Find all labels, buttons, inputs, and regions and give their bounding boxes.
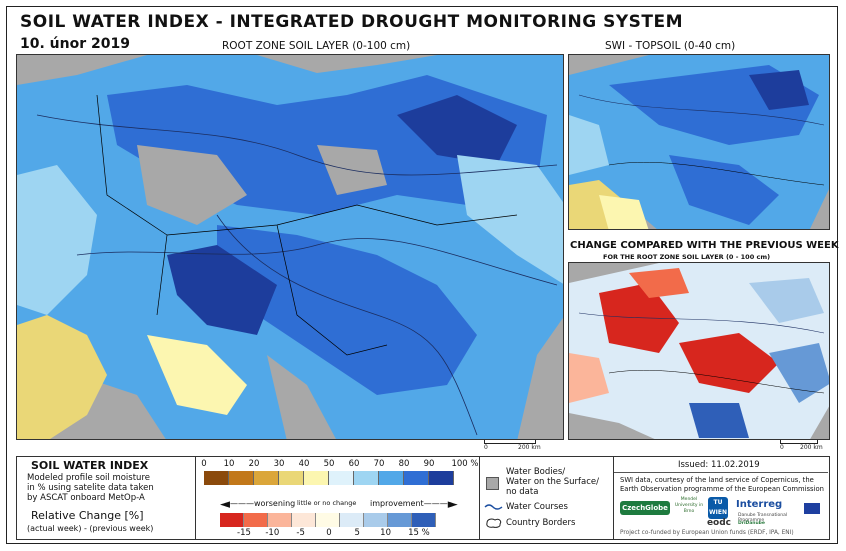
swi-swatch [254, 471, 279, 485]
change-swatch [220, 513, 244, 527]
legend-change-desc: (actual week) - (previous week) [27, 524, 154, 533]
improvement-text: improvement [370, 499, 424, 508]
swi-tick-label: 80 [398, 459, 410, 469]
change-map [568, 262, 830, 440]
swi-tick-label: 70 [373, 459, 385, 469]
legend-credits: Issued: 11.02.2019 SWI data, courtesy of… [614, 456, 830, 540]
danube-programme-logo: Danube Transnational Programme [738, 513, 788, 523]
main-map-subtitle: ROOT ZONE SOIL LAYER (0-100 cm) [222, 40, 411, 52]
legend-desc-line3: by ASCAT onboard MetOp-A [27, 493, 145, 503]
change-tick-label: 15 % [408, 528, 430, 538]
legend-scales: 0 10 20 30 40 50 60 70 80 90 100 % ◄———worsening l… [196, 456, 480, 540]
legend-title: SOIL WATER INDEX [31, 459, 149, 472]
country-borders-icon [486, 518, 502, 528]
arrow-right-icon: ► [447, 497, 458, 512]
worsening-label: ◄———worsening [220, 497, 296, 512]
change-map-title: CHANGE COMPARED WITH THE PREVIOUS WEEK [570, 240, 839, 251]
swi-tick-label: 50 [323, 459, 335, 469]
swi-tick-label: 20 [248, 459, 260, 469]
change-swatch [388, 513, 412, 527]
topsoil-map [568, 54, 830, 230]
credits-divider [614, 472, 828, 473]
swi-tick-label: 30 [273, 459, 285, 469]
swi-swatch [204, 471, 229, 485]
tu-wien-logo: TU WIEN [708, 497, 728, 519]
swi-tick-label: 10 [223, 459, 235, 469]
change-tick-label: -15 [237, 528, 251, 538]
root-zone-map [16, 54, 564, 440]
swi-tick-label: 40 [298, 459, 310, 469]
credit-line2: Earth Observation programme of the Europ… [620, 485, 824, 493]
eu-flag-icon [804, 503, 820, 514]
swi-swatch [379, 471, 404, 485]
swi-tick-label: 100 % [451, 459, 479, 469]
arrow-left-icon: ◄ [220, 497, 230, 512]
change-swatch [244, 513, 268, 527]
change-swatch [412, 513, 436, 527]
change-tick-label: 5 [354, 528, 360, 538]
change-tick-label: 10 [380, 528, 391, 538]
swi-swatch [329, 471, 354, 485]
change-tick-label: -10 [265, 528, 280, 538]
czechglobe-logo: CzechGlobe [620, 501, 670, 515]
no-data-label: no data [506, 487, 539, 497]
legend-desc-line2: in % using satelite data taken [27, 483, 154, 493]
page-title: SOIL WATER INDEX - INTEGRATED DROUGHT MO… [20, 12, 684, 32]
small-scale-bar: 0 200 km [780, 440, 830, 451]
topsoil-map-title: SWI - TOPSOIL (0-40 cm) [605, 40, 736, 52]
issued-date: Issued: 11.02.2019 [678, 460, 760, 470]
figure-frame [6, 6, 838, 544]
swi-swatch [354, 471, 379, 485]
cofunded-text: Project co-funded by European Union fund… [620, 530, 794, 536]
change-tick-label: 0 [326, 528, 332, 538]
change-swatch [292, 513, 316, 527]
worsening-text: worsening [254, 499, 296, 508]
change-swatch [364, 513, 388, 527]
change-map-graphic [569, 263, 829, 439]
change-swatch [316, 513, 340, 527]
water-courses-icon [484, 504, 503, 510]
main-scale-zero: 0 [484, 444, 488, 451]
main-scale-bar: 0 200 km [484, 440, 544, 451]
swi-tick-label: 0 [201, 459, 207, 469]
water-courses-label: Water Courses [506, 502, 568, 512]
swi-swatch [404, 471, 429, 485]
small-scale-distance: 200 km [800, 444, 823, 451]
swi-swatch [304, 471, 329, 485]
water-bodies-label: Water Bodies/ [506, 467, 566, 477]
little-change-label: little or no change [297, 499, 357, 507]
swi-tick-label: 60 [348, 459, 360, 469]
main-scale-distance: 200 km [518, 444, 541, 451]
interreg-logo: Interreg [736, 499, 783, 510]
swi-swatch [279, 471, 304, 485]
country-borders-label: Country Borders [506, 518, 576, 528]
small-scale-zero: 0 [780, 444, 784, 451]
topsoil-map-graphic [569, 55, 829, 229]
legend-desc-line1: Modeled profile soil moisture [27, 473, 150, 483]
eodc-logo: eodc [706, 518, 732, 528]
change-tick-label: -5 [296, 528, 305, 538]
root-zone-map-graphic [17, 55, 563, 439]
map-date: 10. únor 2019 [20, 36, 130, 52]
legend-description: SOIL WATER INDEX Modeled profile soil mo… [16, 456, 196, 540]
change-swatch [340, 513, 364, 527]
credit-line1: SWI data, courtesy of the land service o… [620, 476, 814, 484]
change-swatch [268, 513, 292, 527]
dridanube-logo: DriDanube [738, 521, 765, 526]
mendel-logo: Mendel University in Brno [674, 497, 704, 514]
improvement-label: improvement———► [370, 497, 458, 512]
legend-symbols: Water Bodies/ Water on the Surface/ no d… [480, 456, 614, 540]
water-bodies-swatch [486, 477, 499, 490]
legend-change-title: Relative Change [%] [31, 509, 144, 522]
water-surface-label: Water on the Surface/ [506, 477, 600, 487]
swi-swatch [229, 471, 254, 485]
change-map-subtitle: FOR THE ROOT ZONE SOIL LAYER (0 - 100 cm… [603, 253, 771, 261]
swi-tick-label: 90 [423, 459, 435, 469]
swi-swatch [429, 471, 454, 485]
